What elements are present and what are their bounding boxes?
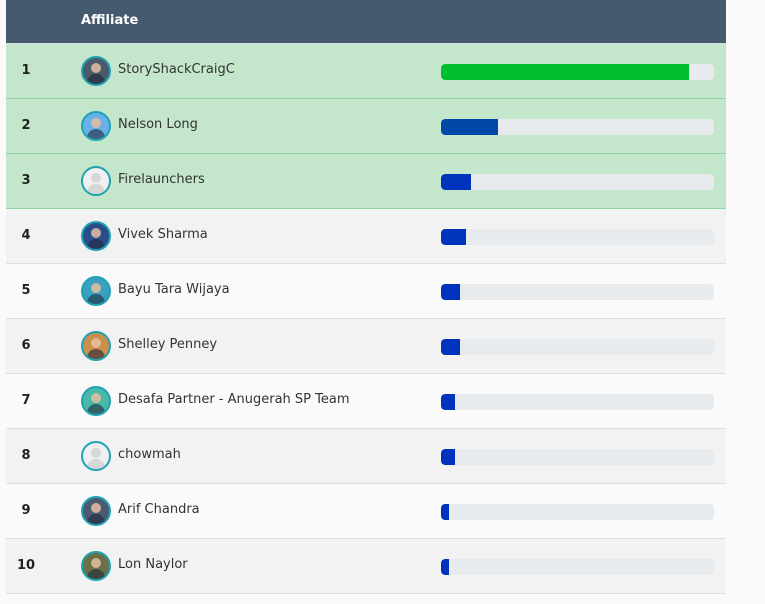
avatar-head-icon	[91, 448, 101, 458]
avatar-body-icon	[87, 569, 105, 579]
table-row: 6 Shelley Penney	[6, 319, 726, 374]
avatar-body-icon	[87, 129, 105, 139]
rank-number: 6	[21, 338, 31, 353]
rank-number: 1	[21, 63, 31, 78]
avatar-body-icon	[87, 404, 105, 414]
avatar-head-icon	[91, 283, 101, 293]
affiliate-name[interactable]: Lon Naylor	[118, 557, 188, 572]
progress-fill	[441, 449, 455, 465]
progress-fill	[441, 504, 450, 520]
rank-number: 10	[16, 558, 36, 573]
table-row: 5 Bayu Tara Wijaya	[6, 264, 726, 319]
avatar-head-icon	[91, 393, 101, 403]
table-row: 8 chowmah	[6, 429, 726, 484]
progress-bar	[441, 559, 714, 575]
avatar-body-icon	[87, 459, 105, 469]
affiliate-name[interactable]: Bayu Tara Wijaya	[118, 282, 230, 297]
progress-fill	[441, 64, 690, 80]
table-row: 2 Nelson Long	[6, 99, 726, 154]
avatar[interactable]	[81, 386, 111, 416]
avatar-head-icon	[91, 173, 101, 183]
table-row: 4 Vivek Sharma	[6, 209, 726, 264]
avatar-head-icon	[91, 118, 101, 128]
avatar[interactable]	[81, 56, 111, 86]
avatar[interactable]	[81, 331, 111, 361]
affiliate-name[interactable]: Desafa Partner - Anugerah SP Team	[118, 392, 350, 407]
table-row: 9 Arif Chandra	[6, 484, 726, 539]
progress-bar	[441, 339, 714, 355]
progress-bar	[441, 504, 714, 520]
avatar-head-icon	[91, 503, 101, 513]
progress-bar	[441, 174, 714, 190]
avatar-body-icon	[87, 514, 105, 524]
table-header: Affiliate	[6, 0, 726, 44]
progress-bar	[441, 394, 714, 410]
avatar-body-icon	[87, 294, 105, 304]
avatar[interactable]	[81, 111, 111, 141]
avatar-body-icon	[87, 349, 105, 359]
progress-fill	[441, 394, 455, 410]
progress-bar	[441, 64, 714, 80]
progress-fill	[441, 339, 461, 355]
progress-fill	[441, 559, 450, 575]
progress-fill	[441, 174, 472, 190]
progress-bar	[441, 284, 714, 300]
avatar[interactable]	[81, 551, 111, 581]
rank-number: 7	[21, 393, 31, 408]
avatar[interactable]	[81, 166, 111, 196]
rank-number: 5	[21, 283, 31, 298]
avatar-body-icon	[87, 184, 105, 194]
avatar[interactable]	[81, 221, 111, 251]
avatar[interactable]	[81, 276, 111, 306]
progress-bar	[441, 449, 714, 465]
affiliate-name[interactable]: Firelaunchers	[118, 172, 205, 187]
avatar-head-icon	[91, 338, 101, 348]
table-row: 7 Desafa Partner - Anugerah SP Team	[6, 374, 726, 429]
avatar-head-icon	[91, 558, 101, 568]
table-row: 10 Lon Naylor	[6, 539, 726, 594]
rank-number: 8	[21, 448, 31, 463]
leaderboard-table: Affiliate 1 StoryShackCraigC 2 Nelson Long 3…	[6, 0, 726, 594]
affiliate-name[interactable]: Arif Chandra	[118, 502, 200, 517]
rank-number: 3	[21, 173, 31, 188]
avatar[interactable]	[81, 441, 111, 471]
affiliate-name[interactable]: Vivek Sharma	[118, 227, 208, 242]
avatar-head-icon	[91, 228, 101, 238]
table-row: 1 StoryShackCraigC	[6, 44, 726, 99]
affiliate-name[interactable]: chowmah	[118, 447, 181, 462]
table-body: 1 StoryShackCraigC 2 Nelson Long 3 Firelaunch…	[6, 44, 726, 594]
progress-bar	[441, 119, 714, 135]
rank-number: 9	[21, 503, 31, 518]
rank-number: 2	[21, 118, 31, 133]
avatar[interactable]	[81, 496, 111, 526]
table-row: 3 Firelaunchers	[6, 154, 726, 209]
progress-fill	[441, 119, 499, 135]
progress-bar	[441, 229, 714, 245]
rank-number: 4	[21, 228, 31, 243]
progress-fill	[441, 229, 466, 245]
avatar-head-icon	[91, 63, 101, 73]
avatar-body-icon	[87, 74, 105, 84]
avatar-body-icon	[87, 239, 105, 249]
affiliate-name[interactable]: Shelley Penney	[118, 337, 218, 352]
progress-fill	[441, 284, 461, 300]
affiliate-name[interactable]: Nelson Long	[118, 117, 198, 132]
affiliate-column-header: Affiliate	[81, 13, 139, 28]
affiliate-name[interactable]: StoryShackCraigC	[118, 62, 235, 77]
